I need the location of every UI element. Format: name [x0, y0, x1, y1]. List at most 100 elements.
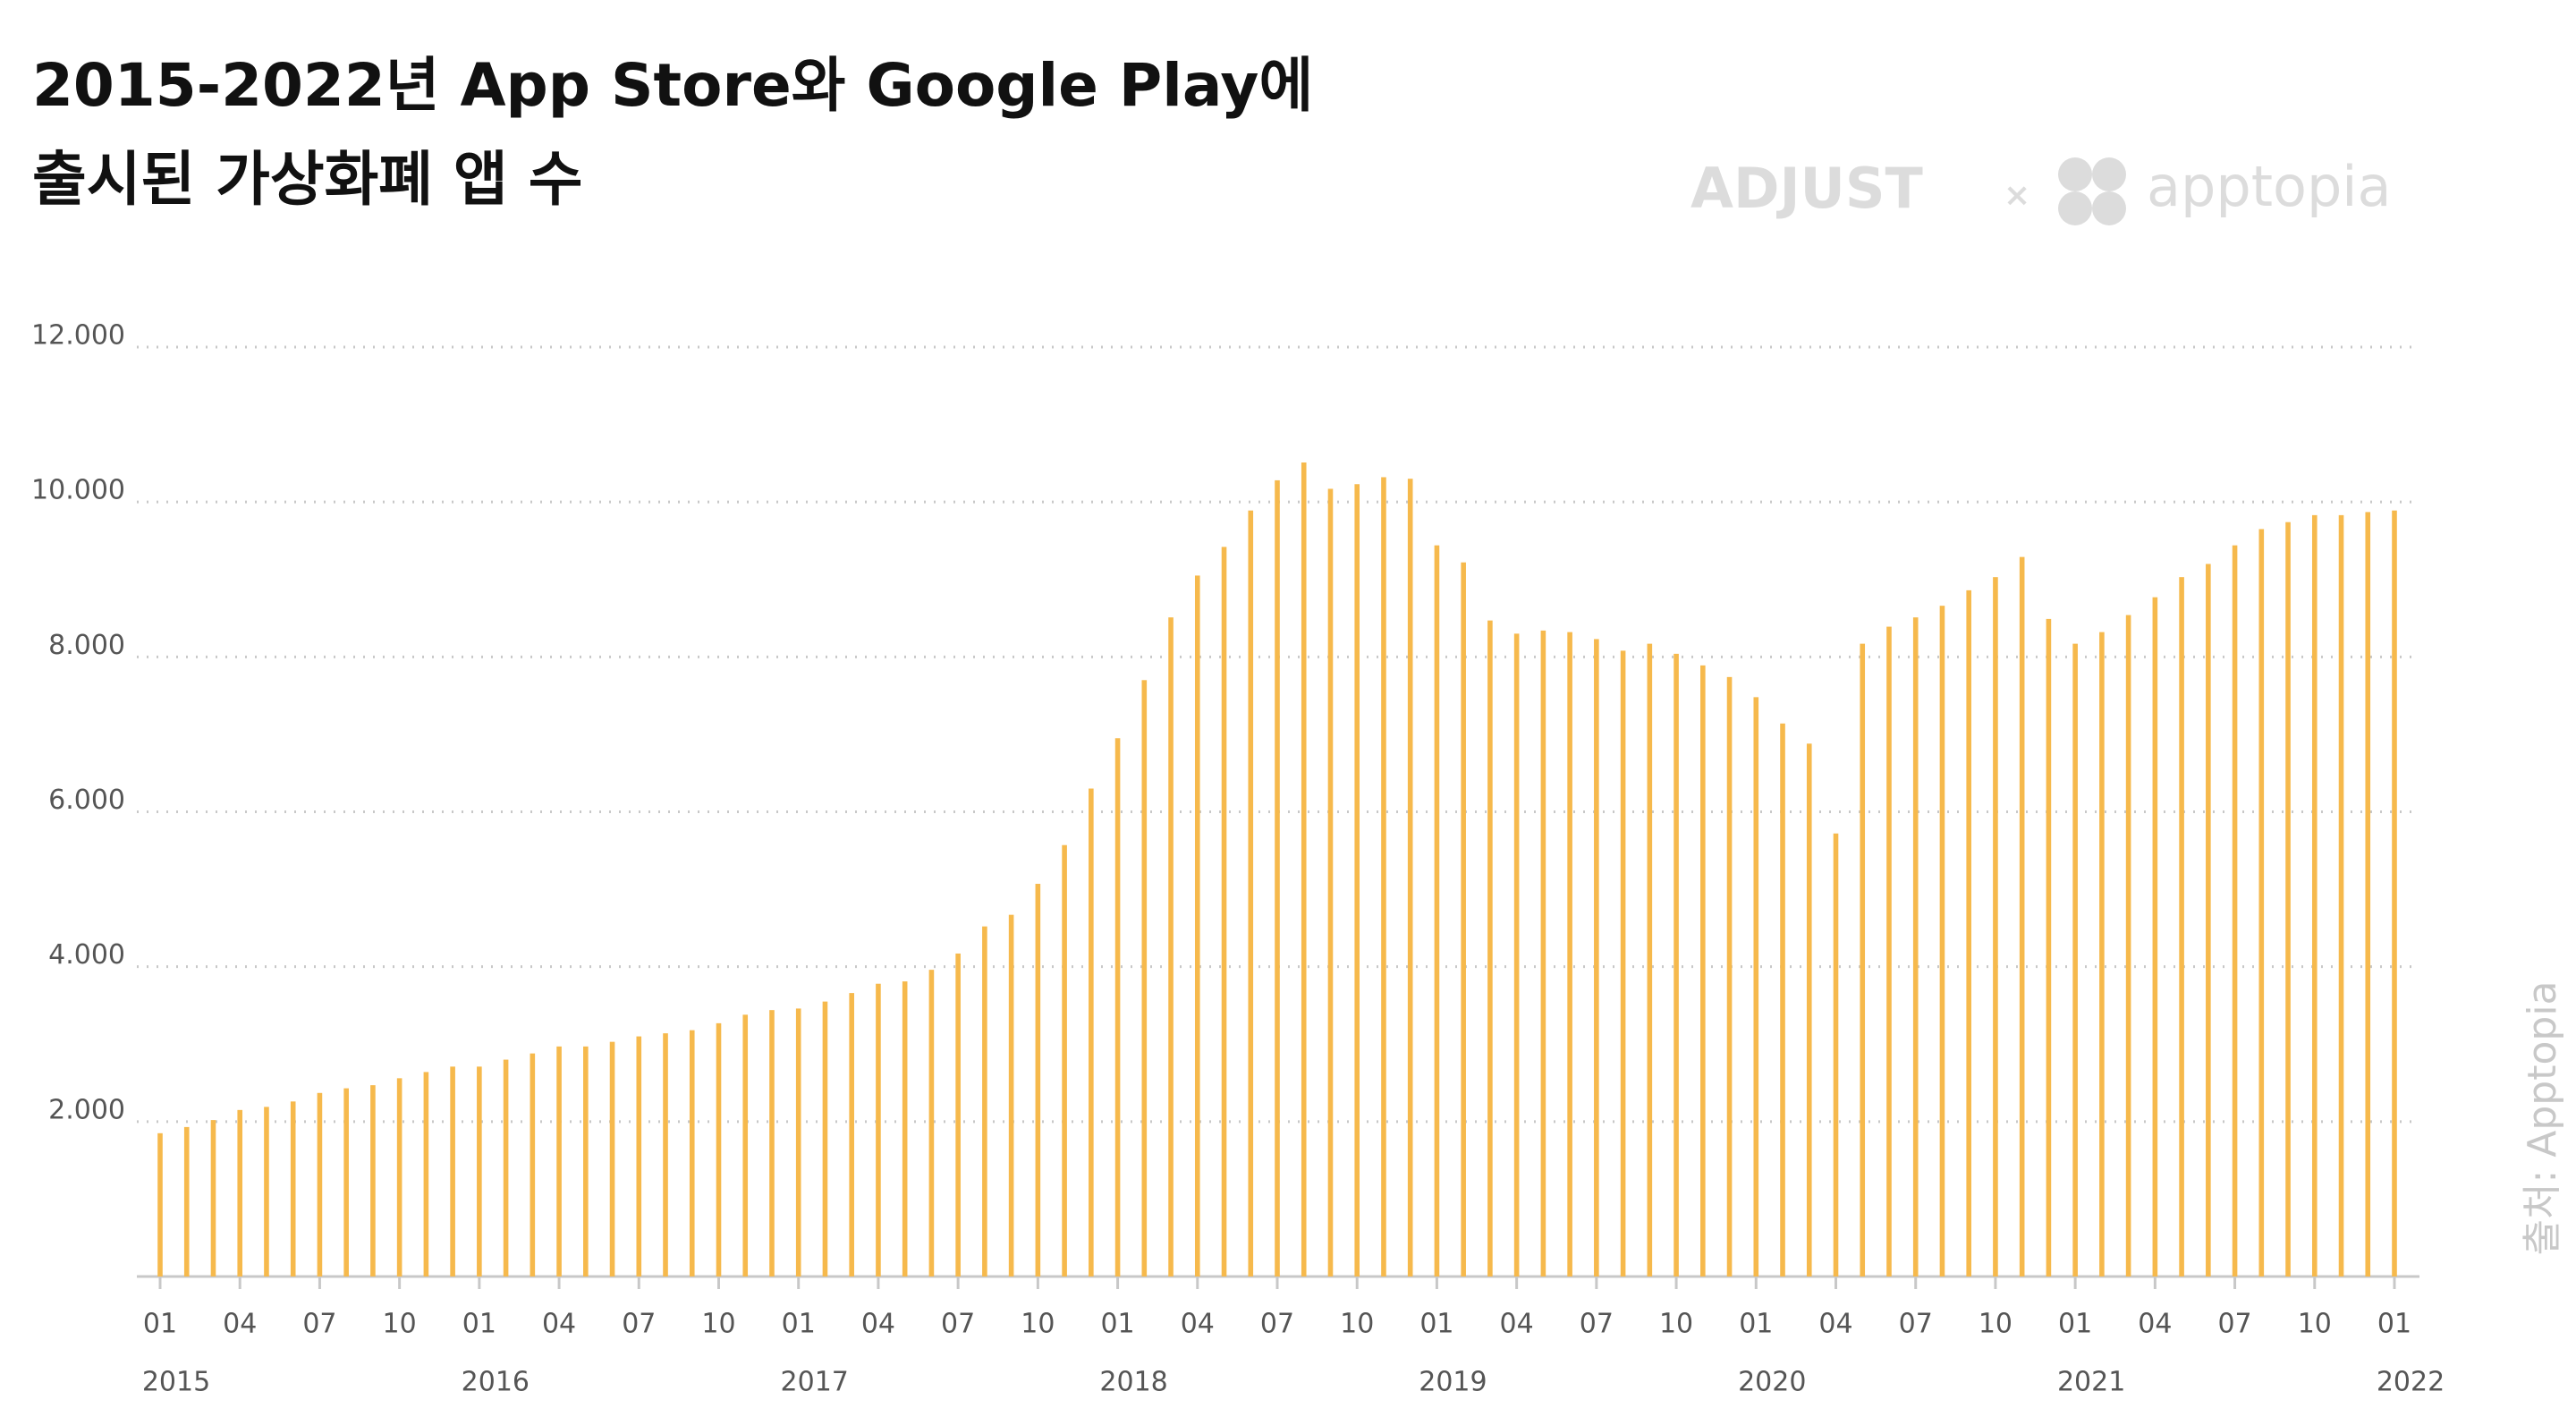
bar: [1354, 484, 1360, 1277]
bar: [1860, 643, 1866, 1277]
bar: [343, 1088, 349, 1277]
bar: [1806, 743, 1812, 1277]
x-tick-label: 10: [2298, 1309, 2332, 1340]
brand-apptopia: apptopia: [2147, 154, 2392, 219]
chart-title: 2015-2022년 App Store와 Google Play에: [32, 51, 1313, 120]
bar: [1513, 633, 1520, 1277]
bar: [1912, 617, 1919, 1277]
year-label: 2015: [142, 1367, 210, 1398]
bar: [1620, 650, 1626, 1277]
bar: [1833, 833, 1839, 1277]
bar: [1008, 914, 1014, 1277]
bar: [1301, 462, 1307, 1277]
bar: [1540, 630, 1546, 1277]
x-tick-label: 01: [462, 1309, 496, 1340]
bar: [1647, 643, 1653, 1277]
bar: [1487, 620, 1493, 1277]
x-tick-label: 10: [1340, 1309, 1374, 1340]
x-tick-label: 04: [2138, 1309, 2172, 1340]
bar: [876, 983, 881, 1277]
bar: [982, 926, 987, 1277]
year-label: 2018: [1099, 1367, 1167, 1398]
bar: [1434, 545, 1440, 1277]
x-tick-label: 01: [1100, 1309, 1134, 1340]
bar: [2365, 512, 2371, 1277]
x-tick-label: 07: [941, 1309, 975, 1340]
x-tick-label: 04: [861, 1309, 895, 1340]
bar: [1726, 676, 1733, 1277]
x-tick-label: 01: [782, 1309, 816, 1340]
bar: [1886, 626, 1892, 1277]
bar: [423, 1072, 429, 1277]
bar: [849, 993, 854, 1277]
bar: [609, 1041, 615, 1277]
bar: [795, 1008, 801, 1277]
bar: [1221, 547, 1227, 1277]
bar: [769, 1010, 775, 1277]
x-tick-label: 01: [143, 1309, 177, 1340]
bar: [1966, 590, 1971, 1277]
y-tick-label: 2.000: [48, 1094, 125, 1125]
x-tick-label: 07: [2217, 1309, 2251, 1340]
y-tick-label: 8.000: [48, 630, 125, 661]
x-tick-label: 04: [542, 1309, 576, 1340]
bar: [1939, 606, 1945, 1277]
bar: [928, 970, 935, 1277]
bar: [450, 1066, 455, 1277]
bar: [477, 1066, 482, 1277]
bar: [955, 953, 961, 1277]
bar: [1780, 723, 1785, 1277]
x-tick-label: 10: [701, 1309, 735, 1340]
bar: [1327, 488, 1334, 1277]
x-tick-label: 04: [1818, 1309, 1852, 1340]
y-tick-label: 10.000: [31, 475, 125, 506]
bar: [503, 1059, 509, 1277]
x-tick-label: 01: [2377, 1309, 2411, 1340]
year-label: 2020: [1738, 1367, 1806, 1398]
bar: [317, 1092, 323, 1277]
x-tick-label: 10: [1021, 1309, 1055, 1340]
bar: [2125, 615, 2131, 1277]
bar: [822, 1001, 828, 1277]
year-label: 2016: [462, 1367, 530, 1398]
bar: [1594, 639, 1599, 1277]
bar: [2311, 514, 2318, 1277]
bar: [2258, 529, 2265, 1277]
year-label: 2019: [1419, 1367, 1487, 1398]
bar: [663, 1033, 668, 1277]
bar: [210, 1120, 216, 1277]
chart-subtitle: 출시된 가상화폐 앱 수: [32, 145, 582, 214]
bar: [2179, 577, 2184, 1277]
x-tick-label: 01: [2058, 1309, 2092, 1340]
bar: [2232, 545, 2238, 1277]
brand-adjust: ADJUST: [1690, 156, 1923, 221]
bar: [2072, 643, 2078, 1277]
y-tick-label: 4.000: [48, 939, 125, 971]
apptopia-icon: [2058, 157, 2126, 225]
x-tick-label: 04: [1500, 1309, 1534, 1340]
bar: [1194, 575, 1200, 1277]
bar: [1035, 884, 1041, 1277]
x-tick-label: 10: [383, 1309, 417, 1340]
year-label: 2017: [781, 1367, 849, 1398]
bar: [1993, 577, 1998, 1277]
x-tick-label: 10: [1659, 1309, 1693, 1340]
bar: [742, 1014, 749, 1277]
x-tick-label: 01: [1419, 1309, 1453, 1340]
bar: [2206, 564, 2211, 1277]
bar: [1567, 632, 1572, 1277]
bar: [1407, 479, 1413, 1277]
y-tick-label: 6.000: [48, 785, 125, 816]
bar: [1089, 788, 1094, 1277]
x-tick-label: 07: [622, 1309, 656, 1340]
bar: [716, 1022, 722, 1277]
x-tick-label: 04: [1181, 1309, 1215, 1340]
bar: [1248, 510, 1254, 1277]
bar: [290, 1101, 296, 1277]
x-tick-label: 07: [1899, 1309, 1933, 1340]
bar: [583, 1046, 589, 1277]
year-label: 2022: [2377, 1367, 2445, 1398]
x-tick-label: 04: [223, 1309, 257, 1340]
bar: [902, 981, 908, 1277]
